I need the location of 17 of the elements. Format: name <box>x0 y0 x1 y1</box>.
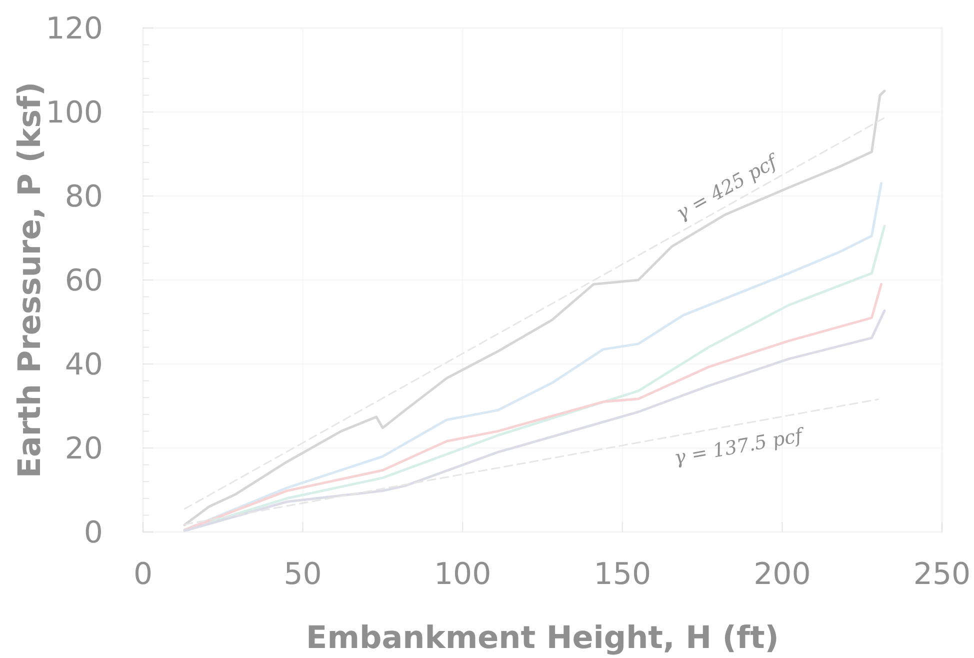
x-tick-label: 0 <box>133 557 153 592</box>
y-axis-title: Earth Pressure, P (ksf) <box>12 82 48 478</box>
y-tick-label: 40 <box>64 348 103 382</box>
x-tick-label: 250 <box>913 557 971 592</box>
y-tick-label: 0 <box>84 516 103 550</box>
annotation: γ = 425 pcf <box>672 150 784 225</box>
y-tick-label: 100 <box>46 96 103 130</box>
x-axis-title: Embankment Height, H (ft) <box>306 620 779 656</box>
x-tick-label: 100 <box>434 557 492 592</box>
y-tick-label: 120 <box>46 12 103 46</box>
y-tick-label: 20 <box>64 432 103 466</box>
y-tick-label: 80 <box>64 180 103 214</box>
x-tick-label: 150 <box>594 557 652 592</box>
y-tick-label: 60 <box>64 264 103 298</box>
x-tick-label: 200 <box>754 557 811 592</box>
x-tick-label: 50 <box>284 557 322 592</box>
annotation: γ = 137.5 pcf <box>672 424 807 470</box>
